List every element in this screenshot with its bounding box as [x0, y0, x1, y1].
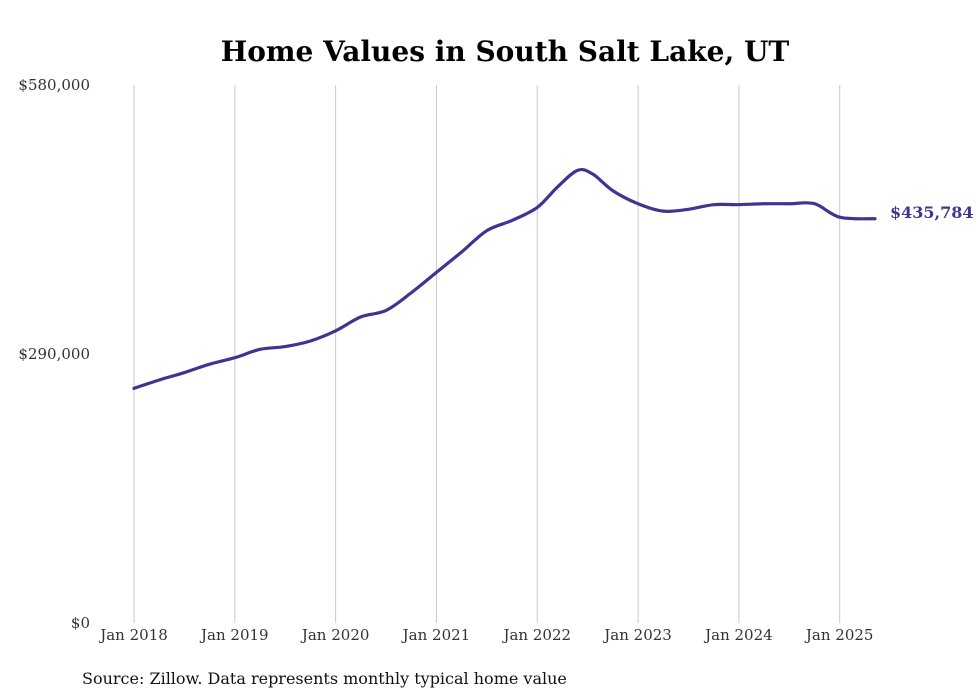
latest-value-label: $435,784	[890, 203, 974, 222]
y-tick-label-1: $290,000	[18, 345, 90, 363]
x-tick-label-1: Jan 2019	[199, 626, 269, 644]
chart-title: Home Values in South Salt Lake, UT	[221, 35, 790, 68]
home-value-line	[132, 167, 877, 390]
x-tick-label-6: Jan 2024	[703, 626, 773, 644]
x-tick-label-2: Jan 2020	[300, 626, 370, 644]
x-tick-label-3: Jan 2021	[401, 626, 471, 644]
x-tick-label-0: Jan 2018	[98, 626, 168, 644]
x-tick-label-4: Jan 2022	[501, 626, 571, 644]
x-axis-tick-labels: Jan 2018 Jan 2019 Jan 2020 Jan 2021 Jan 2022…	[98, 626, 873, 644]
gridlines	[133, 85, 841, 623]
source-note: Source: Zillow. Data represents monthly …	[82, 669, 567, 688]
x-tick-label-5: Jan 2023	[602, 626, 672, 644]
x-tick-label-7: Jan 2025	[804, 626, 874, 644]
y-tick-label-0: $580,000	[18, 76, 90, 94]
y-tick-label-2: $0	[71, 614, 90, 632]
y-axis-tick-labels: $580,000 $290,000 $0	[18, 76, 90, 632]
